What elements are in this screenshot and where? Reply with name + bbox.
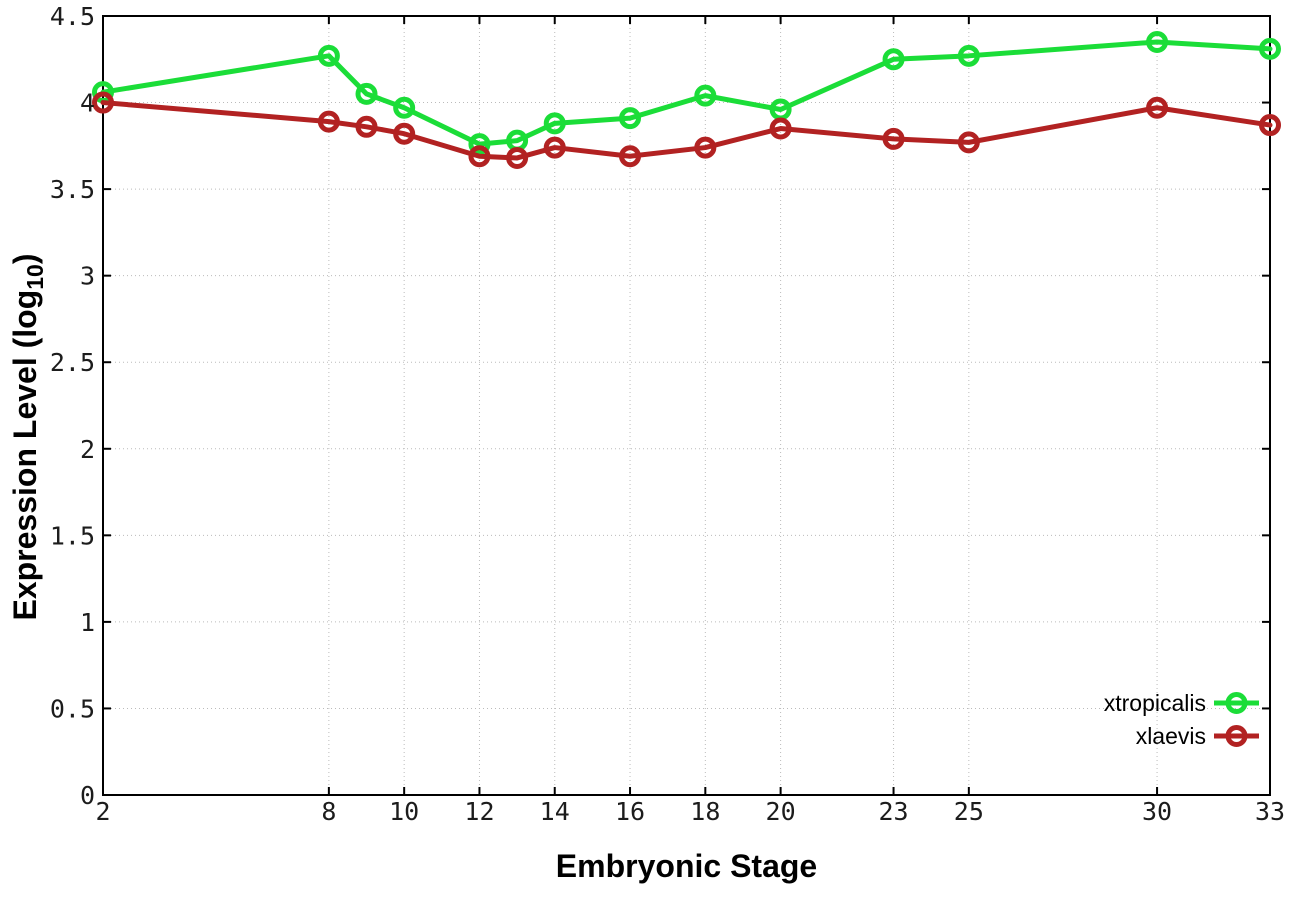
data-point-xlaevis bbox=[92, 91, 114, 114]
x-tick-label: 14 bbox=[540, 797, 570, 826]
series-line-xtropicalis bbox=[100, 39, 1273, 147]
data-point-xtropicalis bbox=[317, 44, 340, 67]
data-point-xlaevis bbox=[543, 136, 566, 159]
y-tick-label: 1.5 bbox=[50, 521, 95, 550]
plot-border bbox=[102, 15, 1271, 796]
y-axis-title: Expression Level (log10) bbox=[7, 253, 48, 620]
x-tick-label: 2 bbox=[95, 797, 110, 826]
y-tick-label: 2.5 bbox=[50, 348, 95, 377]
x-tick-label: 16 bbox=[615, 797, 645, 826]
data-point-xtropicalis bbox=[619, 107, 642, 130]
data-point-xtropicalis bbox=[355, 82, 378, 105]
data-point-xlaevis bbox=[957, 131, 980, 154]
y-tick-label: 0.5 bbox=[50, 694, 95, 723]
data-point-xlaevis bbox=[393, 122, 416, 145]
data-point-xlaevis bbox=[694, 136, 717, 159]
legend-label-xlaevis: xlaevis bbox=[1136, 723, 1206, 749]
data-point-xtropicalis bbox=[393, 96, 416, 119]
x-tick-label: 12 bbox=[464, 797, 494, 826]
data-point-xlaevis bbox=[1259, 114, 1281, 137]
series-layer bbox=[92, 30, 1281, 169]
y-tick-label: 1 bbox=[80, 608, 95, 637]
data-point-xtropicalis bbox=[468, 133, 491, 156]
x-tick-label: 18 bbox=[690, 797, 720, 826]
data-point-xlaevis bbox=[317, 110, 340, 133]
data-point-xtropicalis bbox=[882, 48, 905, 71]
data-point-xtropicalis bbox=[694, 84, 717, 107]
series-line-xlaevis bbox=[100, 100, 1273, 161]
data-point-xlaevis bbox=[506, 146, 529, 169]
y-tick-label: 3 bbox=[80, 262, 95, 291]
data-point-xtropicalis bbox=[1259, 37, 1281, 60]
legend: xtropicalis xlaevis bbox=[1104, 690, 1259, 749]
tick-layer bbox=[102, 15, 1271, 796]
y-tick-label: 2 bbox=[80, 435, 95, 464]
legend-marker bbox=[1225, 692, 1248, 714]
y-tick-label: 4 bbox=[80, 89, 95, 118]
x-tick-label: 25 bbox=[954, 797, 984, 826]
data-point-xlaevis bbox=[1146, 96, 1169, 119]
tick-label-layer: 0 0.5 1 1.5 2 2.5 3 3.5 4 4.5 2 8 10 12 14 16 18 20 23 25 30… bbox=[50, 2, 1285, 826]
x-tick-label: 30 bbox=[1142, 797, 1172, 826]
data-point-xlaevis bbox=[468, 145, 491, 168]
data-point-xlaevis bbox=[619, 145, 642, 168]
y-tick-label: 4.5 bbox=[50, 2, 95, 31]
legend-label-xtropicalis: xtropicalis bbox=[1104, 690, 1206, 716]
data-point-xlaevis bbox=[882, 127, 905, 150]
data-point-xlaevis bbox=[355, 115, 378, 138]
data-point-xtropicalis bbox=[543, 112, 566, 135]
x-axis-title: Embryonic Stage bbox=[556, 848, 817, 884]
data-point-xtropicalis bbox=[957, 44, 980, 67]
x-tick-label: 8 bbox=[321, 797, 336, 826]
x-tick-label: 33 bbox=[1255, 797, 1285, 826]
x-tick-label: 20 bbox=[766, 797, 796, 826]
x-tick-label: 10 bbox=[389, 797, 419, 826]
y-tick-label: 3.5 bbox=[50, 175, 95, 204]
legend-marker bbox=[1225, 725, 1248, 747]
y-tick-label: 0 bbox=[80, 781, 95, 810]
data-point-xtropicalis bbox=[1146, 30, 1169, 53]
grid-layer bbox=[102, 15, 1271, 796]
x-tick-label: 23 bbox=[878, 797, 908, 826]
data-point-xlaevis bbox=[769, 117, 792, 140]
